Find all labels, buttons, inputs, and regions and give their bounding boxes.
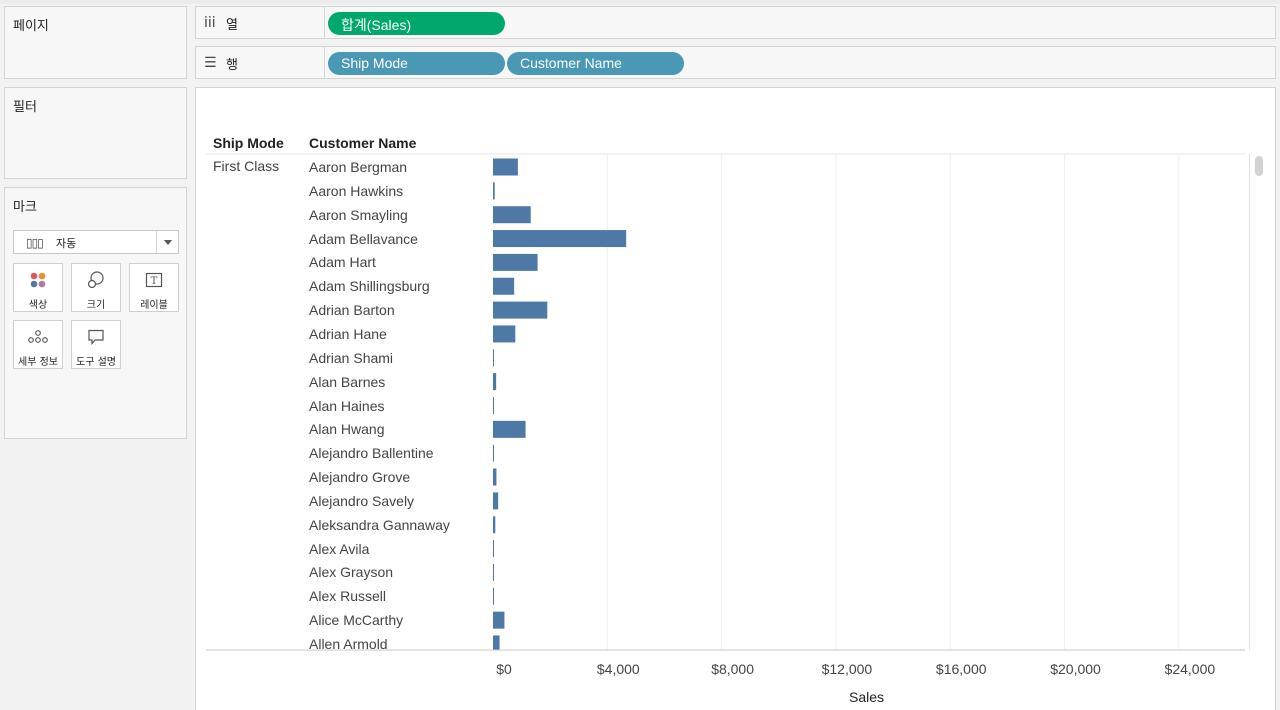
customer-name-label[interactable]: Allen Armold: [309, 636, 388, 652]
pages-title: 페이지: [13, 19, 49, 34]
customer-name-label[interactable]: Alan Hwang: [309, 421, 385, 438]
bar[interactable]: [493, 158, 518, 176]
customer-name-label[interactable]: Aleksandra Gannaway: [309, 516, 450, 533]
marks-card: 마크 ▯▯▯ 자동 색상 크기 T 레이블 세부 정보 도구 설명: [4, 187, 187, 439]
customer-name-label[interactable]: Alejandro Grove: [309, 469, 411, 486]
customer-name-label[interactable]: Alex Russell: [309, 588, 387, 605]
bar[interactable]: [493, 230, 627, 248]
customer-name-label[interactable]: Adam Hart: [309, 254, 376, 271]
x-tick-label: $12,000: [822, 661, 873, 677]
mark-type-dropdown[interactable]: ▯▯▯ 자동: [13, 230, 179, 254]
x-tick-label: $0: [496, 661, 512, 677]
columns-icon: iii: [204, 15, 216, 31]
customer-name-label[interactable]: Aaron Bergman: [309, 159, 408, 175]
bar[interactable]: [493, 253, 538, 271]
bar[interactable]: [493, 277, 515, 295]
bar[interactable]: [493, 373, 497, 391]
rows-shelf[interactable]: ☰ 행 Ship Mode Customer Name: [195, 46, 1276, 79]
customer-name-label[interactable]: Alejandro Savely: [309, 492, 415, 509]
vertical-scrollbar[interactable]: [1249, 154, 1267, 650]
header-ship-mode[interactable]: Ship Mode: [213, 135, 284, 151]
bar[interactable]: [493, 444, 494, 462]
bar[interactable]: [493, 301, 548, 319]
bar[interactable]: [493, 468, 497, 486]
x-tick-label: $24,000: [1165, 661, 1216, 677]
customer-name-label[interactable]: Adam Shillingsburg: [309, 278, 430, 295]
x-tick-label: $8,000: [711, 661, 754, 677]
customer-name-label[interactable]: Alex Grayson: [309, 564, 394, 581]
customer-name-label[interactable]: Alan Barnes: [309, 373, 386, 390]
tooltip-bubble-icon: [72, 327, 120, 351]
viz-area: Ship Mode Customer Name First Class Aaro…: [195, 87, 1276, 710]
svg-text:T: T: [151, 276, 158, 287]
customer-name-label[interactable]: Adrian Shami: [309, 349, 394, 366]
size-button[interactable]: 크기: [71, 263, 121, 312]
sales-sum-pill[interactable]: 합계(Sales): [328, 12, 505, 35]
bar[interactable]: [493, 492, 499, 510]
bar-chart-icon: ▯▯▯: [26, 236, 44, 250]
label-button[interactable]: T 레이블: [129, 263, 179, 312]
bar[interactable]: [493, 635, 500, 653]
marks-title: 마크: [13, 200, 37, 215]
scrollbar-thumb[interactable]: [1255, 156, 1263, 176]
customer-name-label[interactable]: Aaron Smayling: [309, 206, 408, 223]
bar[interactable]: [493, 587, 494, 605]
columns-label: 열: [226, 18, 238, 33]
detail-label: 세부 정보: [18, 357, 58, 368]
bar[interactable]: [493, 563, 494, 581]
bar[interactable]: [493, 206, 531, 224]
bar[interactable]: [493, 397, 494, 414]
size-label: 크기: [86, 300, 106, 311]
tooltip-label: 도구 설명: [76, 357, 116, 368]
customer-name-label[interactable]: Aaron Hawkins: [309, 182, 404, 199]
x-tick-label: $16,000: [936, 661, 987, 677]
x-axis-title: Sales: [849, 689, 885, 705]
customer-name-label[interactable]: Adam Bellavance: [309, 230, 418, 247]
color-label: 색상: [28, 300, 48, 311]
customer-name-label[interactable]: Alice McCarthy: [309, 612, 404, 629]
mark-type-label: 자동: [56, 237, 77, 250]
x-tick-label: $20,000: [1050, 661, 1101, 677]
customer-name-label[interactable]: Alan Haines: [309, 397, 385, 414]
rows-label: 행: [226, 58, 238, 73]
rows-icon: ☰: [204, 55, 217, 71]
columns-shelf[interactable]: iii 열 합계(Sales): [195, 6, 1276, 39]
filters-title: 필터: [13, 100, 37, 115]
top-strip: [0, 0, 1280, 4]
shelf-divider: [324, 47, 325, 78]
customer-name-pill[interactable]: Customer Name: [507, 52, 684, 75]
bar[interactable]: [493, 182, 495, 200]
bar[interactable]: [493, 420, 526, 438]
label-label: 레이블: [140, 300, 168, 311]
shelf-divider: [324, 7, 325, 38]
header-customer-name[interactable]: Customer Name: [309, 135, 417, 151]
bar[interactable]: [493, 540, 494, 558]
size-circles-icon: [72, 270, 120, 294]
color-dots-icon: [14, 270, 62, 294]
customer-name-label[interactable]: Adrian Hane: [309, 325, 387, 342]
chevron-down-icon[interactable]: [156, 231, 178, 253]
pages-shelf[interactable]: 페이지: [4, 6, 187, 79]
customer-name-label[interactable]: Adrian Barton: [309, 302, 395, 319]
x-tick-label: $4,000: [597, 661, 640, 677]
detail-dots-icon: [14, 327, 62, 351]
bar[interactable]: [493, 349, 494, 367]
ship-mode-pill[interactable]: Ship Mode: [328, 52, 505, 75]
customer-name-label[interactable]: Alex Avila: [309, 540, 370, 557]
filters-shelf[interactable]: 필터: [4, 87, 187, 179]
bar[interactable]: [493, 611, 505, 629]
detail-button[interactable]: 세부 정보: [13, 320, 63, 369]
label-text-icon: T: [130, 270, 178, 294]
tooltip-button[interactable]: 도구 설명: [71, 320, 121, 369]
ship-mode-first-class[interactable]: First Class: [213, 158, 280, 174]
bar[interactable]: [493, 516, 496, 534]
sales-bar-chart: $0 $4,000 $8,000 $12,000 $16,000 $20,000 $24,0…: [206, 153, 1246, 677]
customer-name-label[interactable]: Alejandro Ballentine: [309, 445, 434, 462]
color-button[interactable]: 색상: [13, 263, 63, 312]
bar[interactable]: [493, 325, 516, 343]
